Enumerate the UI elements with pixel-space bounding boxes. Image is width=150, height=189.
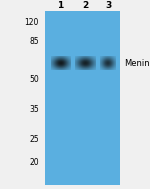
Text: 1: 1 [57,1,63,10]
Text: 85: 85 [29,37,39,46]
Text: 120: 120 [25,18,39,27]
Text: Menin: Menin [124,59,150,68]
Text: 3: 3 [105,1,111,10]
Text: 20: 20 [29,158,39,167]
Text: 35: 35 [29,105,39,114]
Bar [45,11,120,185]
Text: 25: 25 [29,135,39,144]
Text: 2: 2 [82,1,89,10]
Text: 50: 50 [29,75,39,84]
